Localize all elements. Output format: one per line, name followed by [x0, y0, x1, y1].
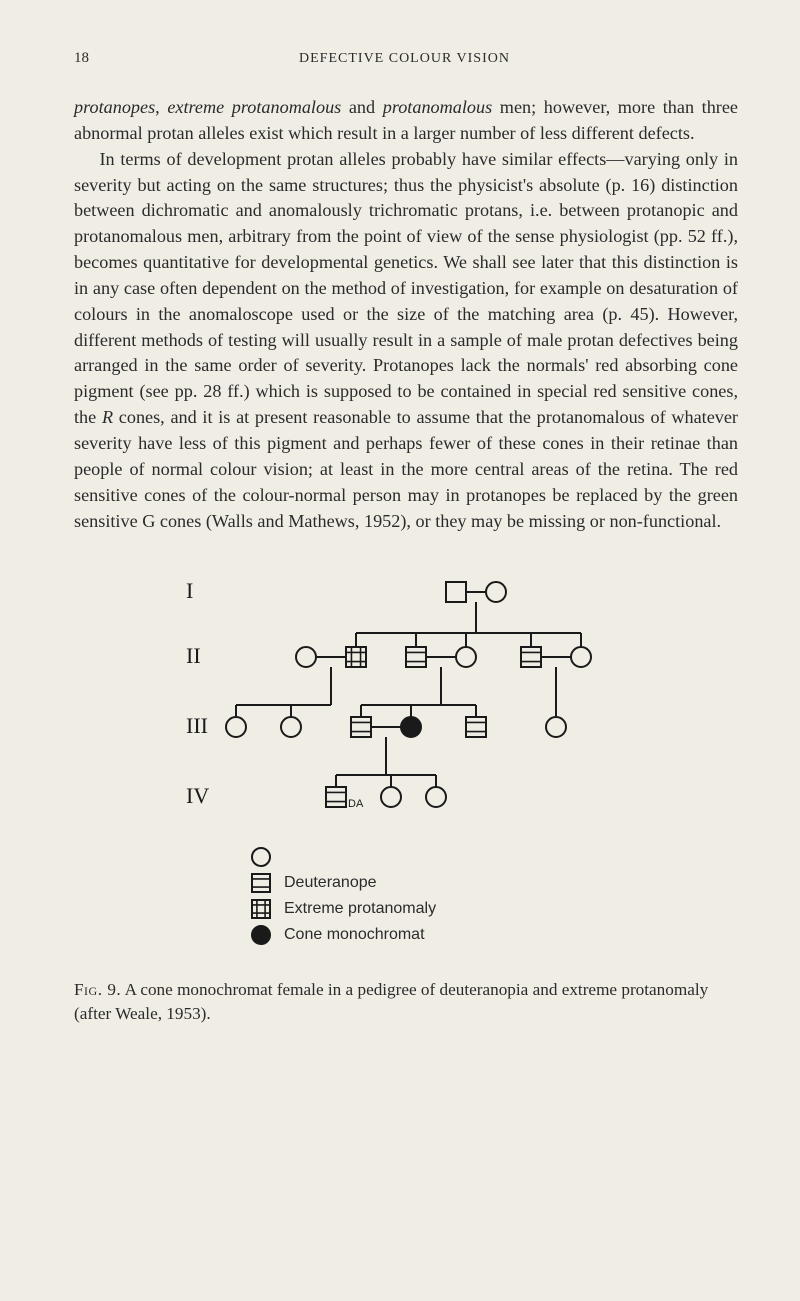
- body-text: protanopes, extreme protanomalous and pr…: [74, 95, 738, 534]
- pedigree-node: [346, 647, 366, 667]
- pedigree-node: [406, 647, 426, 667]
- svg-text:DA: DA: [348, 798, 364, 810]
- term-protanomalous: protanomalous: [383, 97, 492, 117]
- pedigree-node: [521, 647, 541, 667]
- pedigree-diagram: IIIIIIIVDA: [176, 562, 636, 832]
- pedigree-node: [351, 717, 371, 737]
- term-extreme-protanomalous: extreme protanomalous: [167, 97, 341, 117]
- legend-label: Deuteranope: [284, 874, 377, 892]
- pedigree-node: [546, 717, 566, 737]
- legend-symbol: [250, 846, 272, 868]
- pedigree-node: [281, 717, 301, 737]
- running-head-title: DEFECTIVE COLOUR VISION: [89, 51, 738, 67]
- pedigree-node: [446, 582, 466, 602]
- page: 18 DEFECTIVE COLOUR VISION protanopes, e…: [0, 0, 800, 1087]
- paragraph-2: In terms of development protan alleles p…: [74, 147, 738, 535]
- legend-row: [250, 846, 436, 868]
- page-number: 18: [74, 50, 89, 67]
- pedigree-node: [296, 647, 316, 667]
- caption-lead: Fig. 9.: [74, 980, 121, 999]
- generation-label: III: [186, 713, 208, 738]
- paragraph-1: protanopes, extreme protanomalous and pr…: [74, 95, 738, 147]
- generation-label: II: [186, 643, 201, 668]
- pedigree-node: DA: [326, 787, 364, 810]
- legend-label: Cone monochromat: [284, 926, 425, 944]
- generation-label: IV: [186, 783, 209, 808]
- pedigree-node: [401, 717, 421, 737]
- legend-row: Extreme protanomaly: [250, 898, 436, 920]
- legend-label: Extreme protanomaly: [284, 900, 436, 918]
- caption-text: A cone monochromat female in a pedigree …: [74, 980, 708, 1023]
- figure-caption: Fig. 9. A cone monochromat female in a p…: [74, 978, 738, 1026]
- term-r-cones: R: [102, 407, 113, 427]
- pedigree-node: [466, 717, 486, 737]
- pedigree-node: [426, 787, 446, 807]
- legend-symbol: [250, 872, 272, 894]
- pedigree-node: [226, 717, 246, 737]
- figure-9: IIIIIIIVDA DeuteranopeExtreme protanomal…: [74, 562, 738, 1026]
- legend-symbol: [250, 898, 272, 920]
- generation-label: I: [186, 578, 193, 603]
- pedigree-node: [486, 582, 506, 602]
- running-header: 18 DEFECTIVE COLOUR VISION: [74, 50, 738, 67]
- legend-symbol: [250, 924, 272, 946]
- pedigree-node: [381, 787, 401, 807]
- legend-row: Deuteranope: [250, 872, 436, 894]
- figure-legend: Deuteranope Extreme protanomaly Cone monoc…: [250, 846, 436, 950]
- term-protanopes: protanopes: [74, 97, 155, 117]
- pedigree-node: [571, 647, 591, 667]
- pedigree-node: [456, 647, 476, 667]
- legend-row: Cone monochromat: [250, 924, 436, 946]
